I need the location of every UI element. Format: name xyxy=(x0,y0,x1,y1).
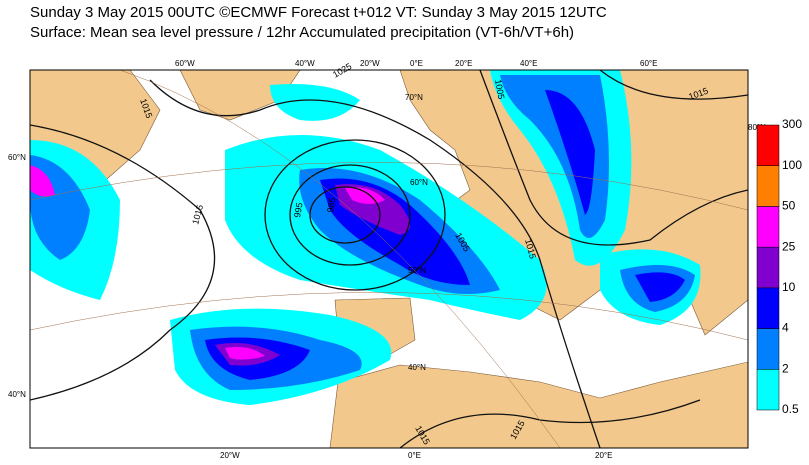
subtitle: Surface: Mean sea level pressure / 12hr … xyxy=(30,24,575,41)
map-border xyxy=(29,69,749,449)
lat-label: 40°N xyxy=(408,363,426,372)
lat-label: 70°N xyxy=(405,93,423,102)
isobar xyxy=(289,164,411,266)
lon-label: 60°W xyxy=(175,59,195,68)
isobars xyxy=(30,70,748,448)
lon-label: 40°E xyxy=(520,59,537,68)
lon-label: 60°E xyxy=(640,59,657,68)
parallel xyxy=(30,292,748,341)
isobar xyxy=(599,70,748,100)
lat-label: 40°N xyxy=(8,390,26,399)
lon-label: 20°W xyxy=(360,59,380,68)
precip-area xyxy=(30,165,55,197)
precip-area xyxy=(635,272,685,302)
colorbar-bin xyxy=(756,206,780,248)
colorbar-bin xyxy=(756,124,780,166)
colorbar-bin xyxy=(756,165,780,207)
colorbar-label: 10 xyxy=(782,280,796,294)
isobar-label: 985 xyxy=(325,197,337,214)
colorbar-label: 0.5 xyxy=(782,402,799,416)
colorbar-bin xyxy=(756,287,780,329)
colorbar-label: 300 xyxy=(782,117,802,131)
lon-label: 0°E xyxy=(410,59,423,68)
lon-label: 40°W xyxy=(295,59,315,68)
lon-label: 20°E xyxy=(595,451,612,460)
colorbar-bin xyxy=(756,369,780,411)
lon-label: 20°E xyxy=(455,59,472,68)
colorbar: 0.5 2 4 10 25 50 100 300 xyxy=(756,117,802,416)
lat-label: 60°N xyxy=(410,178,428,187)
precipitation xyxy=(30,70,701,405)
parallel xyxy=(30,162,748,211)
colorbar-label: 25 xyxy=(782,239,796,253)
meridian xyxy=(119,70,561,448)
title: Sunday 3 May 2015 00UTC ©ECMWF Forecast … xyxy=(30,4,607,21)
lat-label: 60°N xyxy=(8,153,26,162)
colorbar-bin xyxy=(756,328,780,370)
map xyxy=(30,70,748,448)
precip-area xyxy=(545,90,595,215)
isobar xyxy=(479,70,748,246)
lon-label: 20°W xyxy=(220,451,240,460)
isobar xyxy=(309,186,381,244)
colorbar-label: 4 xyxy=(782,321,789,335)
map-labels: 60°W 40°W 20°W 0°E 20°E 40°E 60°E 20°W 0… xyxy=(8,59,766,460)
lon-label: 0°E xyxy=(408,451,421,460)
colorbar-bin xyxy=(756,246,780,289)
isobar xyxy=(30,124,216,401)
land xyxy=(179,70,301,121)
colorbar-label: 100 xyxy=(782,158,802,172)
colorbar-label: 50 xyxy=(782,199,796,213)
isobar-label: 1005 xyxy=(493,79,506,100)
lat-label: 50°N xyxy=(408,266,426,275)
isobar xyxy=(264,139,446,291)
precip-area xyxy=(270,84,360,121)
isobar xyxy=(149,79,601,448)
graticule xyxy=(30,70,748,448)
precip-area xyxy=(225,347,265,360)
colorbar-label: 2 xyxy=(782,361,789,375)
isobar-label: 995 xyxy=(292,202,304,219)
